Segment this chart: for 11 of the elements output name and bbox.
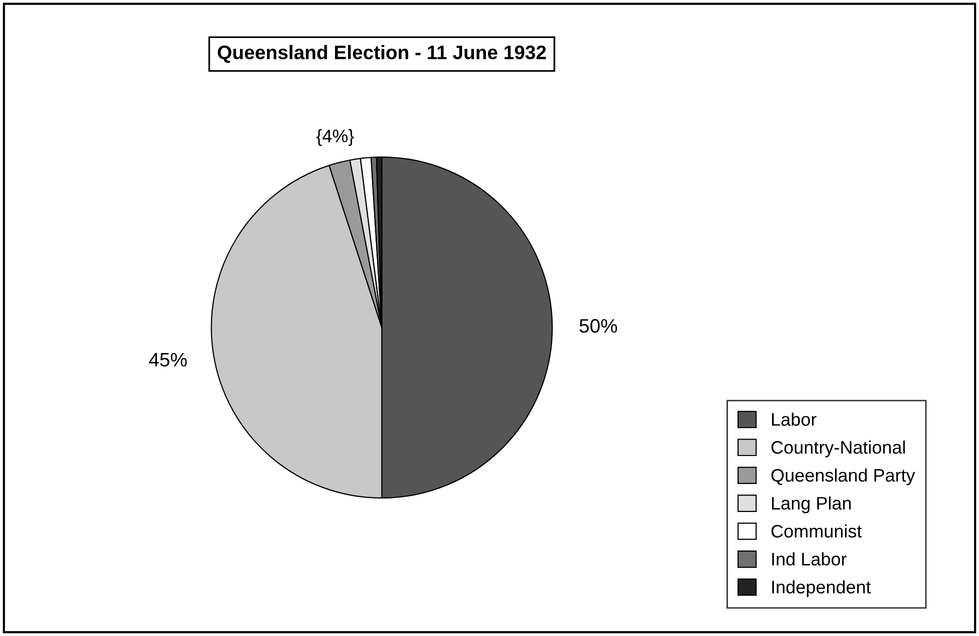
legend-label: Ind Labor bbox=[772, 552, 847, 566]
legend-label: Country-National bbox=[771, 440, 905, 458]
legend-label: Communist bbox=[771, 524, 862, 538]
text: {4%} bbox=[316, 129, 354, 146]
data-label: 50% bbox=[580, 318, 618, 333]
legend-label: Labor bbox=[772, 412, 816, 426]
data-label: 45% bbox=[148, 352, 187, 367]
legend-label: Queensland Party bbox=[771, 468, 916, 486]
legend-label: Lang Plan bbox=[772, 496, 851, 514]
legend-label: Independent bbox=[772, 580, 871, 598]
chart-title: Queensland Election - 11 June 1932 bbox=[218, 44, 546, 63]
